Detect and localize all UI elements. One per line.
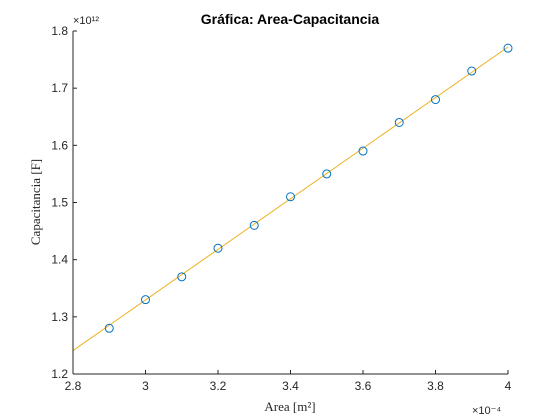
data-point [394,117,404,127]
data-point [177,272,187,282]
data-point [141,295,150,305]
data-point [286,192,295,202]
y-tick-label: 1.3 [51,310,68,324]
ticks-layer: 2.8 3 3.2 3.4 3.6 3.8 4 1.2 1.3 1.4 1.5 1.6 1.7 1.8 [51,24,511,393]
data-point [322,169,332,179]
y-axis-label: Capacitancia [F] [28,159,43,245]
x-tick-label: 3.6 [355,379,372,393]
y-multiplier-label: ×10¹² [73,15,99,27]
x-axis-label: Area [m²] [264,399,315,414]
x-multiplier-label: ×10⁻⁴ [472,405,501,417]
y-tick-label: 1.6 [51,138,68,152]
x-tick-label: 3.4 [282,379,299,393]
data-point [431,95,440,105]
y-tick-label: 1.7 [51,81,68,95]
y-tick-label: 1.2 [51,367,68,381]
data-markers-layer [104,43,513,333]
data-point [503,43,513,53]
x-tick-label: 4 [505,379,512,393]
data-point [213,243,223,253]
data-point [249,220,259,230]
plot-area [73,31,508,374]
y-tick-label: 1.5 [51,196,68,210]
x-tick-label: 3.8 [427,379,444,393]
y-tick-label: 1.4 [51,253,68,267]
fit-line [72,46,509,351]
x-tick-label: 3.2 [210,379,227,393]
chart-title: Gráfica: Area-Capacitancia [201,11,380,27]
data-point [358,146,368,156]
x-tick-label: 3 [142,379,149,393]
y-tick-label: 1.8 [51,24,68,38]
fit-line-layer [72,46,509,351]
data-point [104,323,114,333]
data-point [467,66,477,76]
x-tick-label: 2.8 [65,379,82,393]
